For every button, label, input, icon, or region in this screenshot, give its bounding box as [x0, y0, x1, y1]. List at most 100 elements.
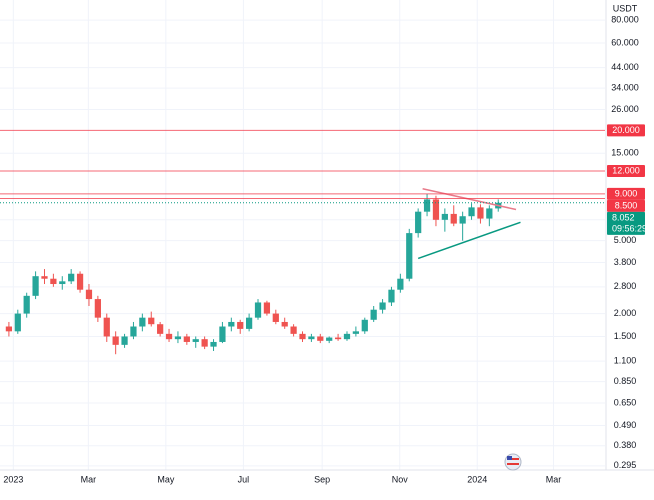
y-tick-label: 15.000 — [611, 148, 639, 158]
level-box — [607, 199, 645, 212]
last-price-box — [607, 211, 645, 235]
candle-body — [441, 213, 448, 220]
candle-body — [263, 302, 271, 314]
candle-body — [272, 313, 279, 322]
y-tick-label: 2.800 — [614, 281, 637, 291]
candle-body — [5, 326, 13, 332]
candle-body — [486, 208, 493, 219]
candle-body — [121, 336, 128, 345]
y-tick-label: 80.000 — [611, 14, 639, 24]
candle-body — [326, 337, 333, 341]
x-tick-label: 2024 — [467, 474, 487, 484]
candle-body — [174, 336, 182, 340]
candle-body — [50, 278, 57, 285]
x-tick-label: 2023 — [3, 474, 23, 484]
candle-body — [415, 211, 422, 234]
candle-body — [148, 317, 155, 325]
candle-body — [210, 341, 217, 347]
level-box — [607, 124, 645, 137]
y-tick-label: 0.850 — [614, 376, 637, 386]
candle-body — [352, 331, 359, 334]
level-label: 9.000 — [615, 188, 638, 198]
level-box — [607, 165, 645, 178]
flag-icon[interactable] — [504, 453, 522, 471]
candle-body — [201, 339, 208, 347]
candle-body — [397, 278, 404, 290]
candle-body — [183, 336, 190, 342]
flag-stripe — [507, 463, 519, 465]
candle-body — [41, 276, 48, 279]
candle-body — [254, 302, 262, 318]
candle-body — [23, 295, 30, 314]
candle-body — [334, 337, 342, 340]
candle-body — [85, 289, 93, 300]
candle-body — [59, 281, 66, 285]
candle-body — [281, 321, 288, 327]
y-tick-label: 2.000 — [614, 308, 637, 318]
candle-body — [103, 317, 110, 337]
y-tick-label: 44.000 — [611, 62, 639, 72]
overlay: 80.00060.00044.00034.00026.00015.0006.50… — [3, 14, 647, 484]
y-tick-label: 5.000 — [614, 235, 637, 245]
candle-body — [290, 326, 297, 334]
candle-body — [370, 309, 377, 320]
flag-canton — [507, 456, 512, 460]
candle-body — [450, 213, 457, 224]
y-tick-label: 26.000 — [611, 104, 639, 114]
x-tick-label: May — [157, 474, 175, 484]
candle-body — [317, 336, 324, 341]
candle-body — [459, 216, 466, 224]
y-tick-label: 0.295 — [614, 460, 637, 470]
y-tick-label: 0.490 — [614, 420, 637, 430]
candle-body — [343, 333, 351, 340]
candle-body — [14, 313, 21, 332]
y-tick-label: 3.800 — [614, 257, 637, 267]
candle-body — [32, 276, 39, 296]
candle-body — [423, 199, 431, 212]
level-label: 12.000 — [612, 165, 640, 175]
candle-body — [299, 333, 306, 340]
level-box — [607, 187, 645, 200]
candle-body — [157, 324, 164, 334]
candle-body — [112, 336, 119, 345]
candle-body — [361, 319, 368, 332]
y-tick-label: 1.500 — [614, 331, 637, 341]
last-price-label: 8.052 — [612, 212, 635, 222]
candle-body — [308, 336, 315, 340]
trendline — [422, 188, 517, 211]
candle-body — [246, 317, 253, 329]
x-tick-label: Mar — [81, 474, 97, 484]
candle-body — [432, 199, 440, 220]
level-label: 8.500 — [615, 200, 638, 210]
y-tick-label: 0.380 — [614, 440, 637, 450]
candle-body — [388, 289, 395, 303]
y-tick-label: 34.000 — [611, 83, 639, 93]
currency-label: USDT — [613, 3, 638, 13]
candle-body — [228, 321, 235, 327]
candle-body — [237, 321, 244, 329]
candle-body — [192, 339, 199, 342]
candle-body — [94, 299, 101, 318]
candle-body — [219, 326, 226, 342]
candle-body — [379, 302, 386, 310]
candle-body — [76, 273, 84, 290]
y-tick-label: 1.100 — [614, 356, 637, 366]
candle-body — [477, 207, 484, 219]
level-label: 20.000 — [612, 125, 640, 135]
candle-body — [139, 317, 146, 327]
trendline — [417, 221, 521, 260]
candle-body — [68, 273, 75, 282]
x-tick-label: Nov — [392, 474, 409, 484]
candle-body — [130, 326, 137, 337]
countdown-label: 09:56:29 — [612, 223, 647, 233]
y-tick-label: 0.650 — [614, 397, 637, 407]
candle-body — [165, 333, 173, 340]
y-tick-label: 60.000 — [611, 37, 639, 47]
candle-body — [468, 207, 475, 217]
x-tick-label: Jul — [238, 474, 250, 484]
x-tick-label: Sep — [314, 474, 330, 484]
candle-body — [406, 233, 413, 279]
